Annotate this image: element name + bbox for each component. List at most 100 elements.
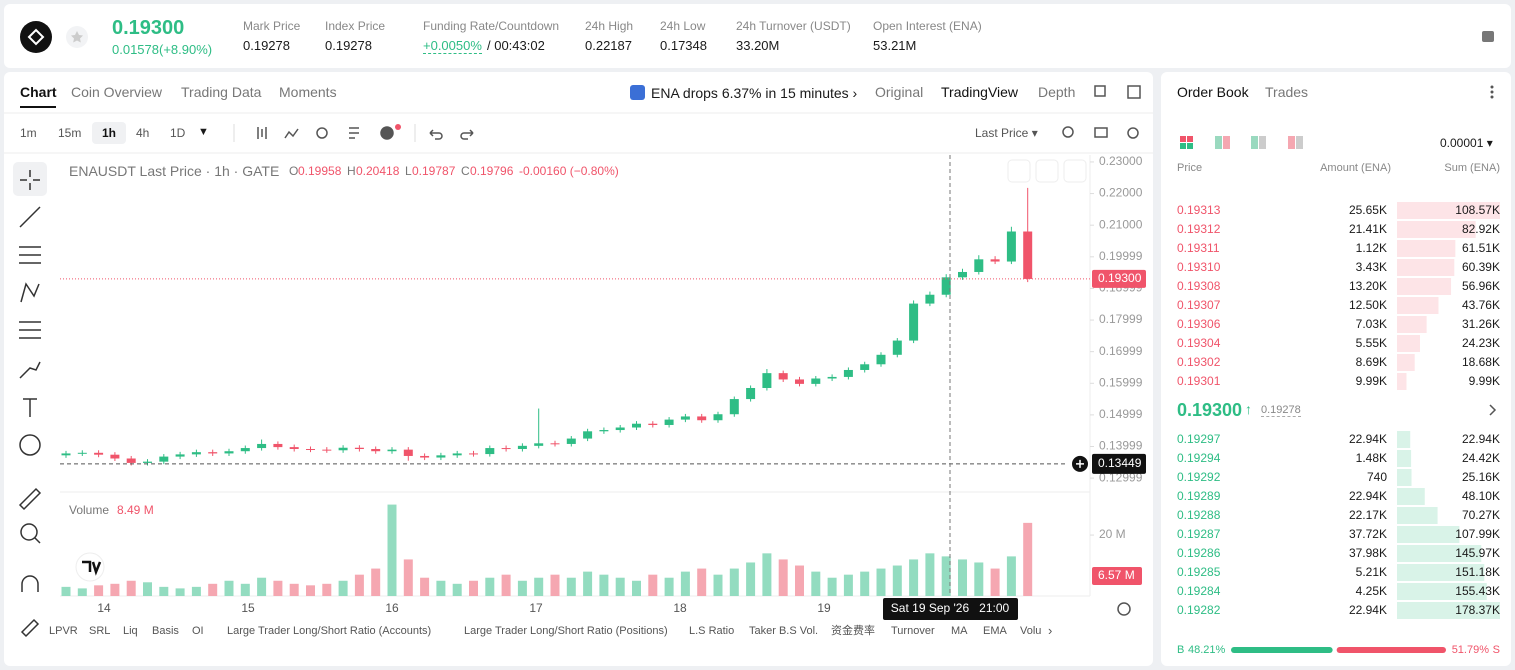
sell-ratio: 51.79% [1451, 644, 1489, 656]
book-amount: 3.43K [1355, 260, 1387, 274]
book-price: 0.19311 [1177, 241, 1220, 255]
legend-key: C [461, 164, 470, 178]
legend-value: 0.19796 [470, 164, 514, 178]
col-header: Price [1177, 162, 1203, 174]
book-amount: 22.94K [1348, 432, 1387, 446]
book-sum: 43.76K [1461, 298, 1500, 312]
indicator[interactable]: Volu [1020, 625, 1042, 637]
book-sum: 70.27K [1461, 508, 1500, 522]
buy-ratio: 48.21% [1188, 644, 1226, 656]
interval[interactable]: 4h [136, 126, 150, 140]
volume-legend: Volume [69, 503, 110, 517]
book-price: 0.19284 [1177, 584, 1221, 598]
book-amount: 5.21K [1355, 565, 1387, 579]
indicator[interactable]: OI [192, 625, 204, 637]
indicator[interactable]: MA [951, 625, 968, 637]
book-sum: 178.37K [1455, 603, 1500, 617]
legend-change: -0.00160 (−0.80%) [519, 164, 619, 178]
view-tab[interactable]: Depth [1038, 84, 1076, 100]
book-amount: 740 [1366, 470, 1387, 484]
view-tab[interactable]: Original [875, 84, 924, 100]
stat-label: 24h Low [660, 19, 706, 33]
indicator[interactable]: Basis [152, 625, 179, 637]
book-price: 0.19302 [1177, 355, 1221, 369]
stat-value: 0.19278 [325, 38, 372, 53]
col-header: Amount (ENA) [1320, 162, 1391, 174]
book-amount: 9.99K [1355, 374, 1387, 388]
book-price: 0.19307 [1177, 298, 1221, 312]
precision[interactable]: 0.00001 ▾ [1440, 136, 1493, 150]
book-sum: 48.10K [1461, 489, 1500, 503]
book-price: 0.19285 [1177, 565, 1221, 579]
book-sum: 25.16K [1461, 470, 1500, 484]
tab[interactable]: Moments [279, 84, 337, 100]
indicator[interactable]: LPVR [49, 625, 78, 637]
book-amount: 22.17K [1348, 508, 1387, 522]
book-sum: 60.39K [1461, 260, 1500, 274]
alert[interactable]: ENA drops 6.37% in 15 minutes › [630, 85, 857, 100]
stat-value: 33.20M [736, 38, 780, 53]
book-sum: 108.57K [1455, 203, 1500, 217]
stat-value: 0.19278 [243, 38, 290, 53]
book-price: 0.19292 [1177, 470, 1221, 484]
interval[interactable]: 15m [58, 126, 82, 140]
stat-label: Index Price [325, 19, 386, 33]
stat-label: 24h High [585, 19, 634, 33]
book-amount: 21.41K [1348, 222, 1387, 236]
interval[interactable]: 1D [170, 126, 186, 140]
interval-dropdown[interactable]: ▼ [198, 126, 209, 138]
stat-value: +0.0050% [423, 38, 482, 54]
last-price: 0.19300 [112, 17, 185, 39]
indicator[interactable]: EMA [983, 625, 1007, 637]
view-tab[interactable]: TradingView [941, 84, 1019, 100]
legend-value: 0.19787 [412, 164, 456, 178]
interval[interactable]: 1m [20, 126, 37, 140]
tab[interactable]: Coin Overview [71, 84, 163, 100]
indicator[interactable]: SRL [89, 625, 111, 637]
book-amount: 37.98K [1348, 546, 1387, 560]
tab[interactable]: Trading Data [181, 84, 262, 100]
book-price: 0.19294 [1177, 451, 1221, 465]
mid-mark: 0.19278 [1261, 404, 1301, 417]
legend-key: H [347, 164, 356, 178]
indicator[interactable]: 资金费率 [831, 625, 875, 637]
indicator[interactable]: Turnover [891, 625, 935, 637]
book-price: 0.19297 [1177, 432, 1221, 446]
book-amount: 7.03K [1355, 317, 1387, 331]
indicator[interactable]: Liq [123, 625, 138, 637]
price-change: 0.01578(+8.90%) [112, 42, 213, 57]
book-price: 0.19306 [1177, 317, 1221, 331]
stat-extra: / 00:43:02 [487, 38, 545, 53]
book-price: 0.19282 [1177, 603, 1221, 617]
tab[interactable]: Chart [20, 84, 57, 100]
book-sum: 24.42K [1461, 451, 1500, 465]
book-sum: 82.92K [1461, 222, 1500, 236]
indicator[interactable]: Large Trader Long/Short Ratio (Accounts) [227, 625, 432, 637]
indicator-more[interactable]: › [1048, 623, 1053, 638]
book-sum: 61.51K [1461, 241, 1500, 255]
book-price: 0.19313 [1177, 203, 1221, 217]
book-tab[interactable]: Trades [1265, 84, 1309, 100]
indicator[interactable]: L.S Ratio [689, 625, 735, 637]
buy-tag: B [1177, 644, 1185, 656]
stat-label: Funding Rate/Countdown [423, 19, 560, 33]
ai-icon [630, 85, 645, 100]
interval[interactable]: 1h [102, 126, 117, 140]
mid-arrow-up: ↑ [1245, 401, 1252, 417]
header-panel [4, 4, 1511, 68]
indicator[interactable]: Large Trader Long/Short Ratio (Positions… [464, 625, 668, 637]
price-type[interactable]: Last Price ▾ [975, 126, 1038, 140]
book-sum: 24.23K [1461, 336, 1500, 350]
book-amount: 5.55K [1355, 336, 1387, 350]
indicator[interactable]: Taker B.S Vol. [749, 625, 819, 637]
alert-text: ENA drops 6.37% in 15 minutes [651, 85, 849, 101]
book-sum: 151.18K [1455, 565, 1500, 579]
book-sum: 155.43K [1455, 584, 1500, 598]
book-price: 0.19287 [1177, 527, 1221, 541]
book-price: 0.19304 [1177, 336, 1221, 350]
book-sum: 145.97K [1455, 546, 1500, 560]
book-tab[interactable]: Order Book [1177, 84, 1249, 100]
book-amount: 12.50K [1348, 298, 1387, 312]
legend-value: 0.20418 [356, 164, 400, 178]
